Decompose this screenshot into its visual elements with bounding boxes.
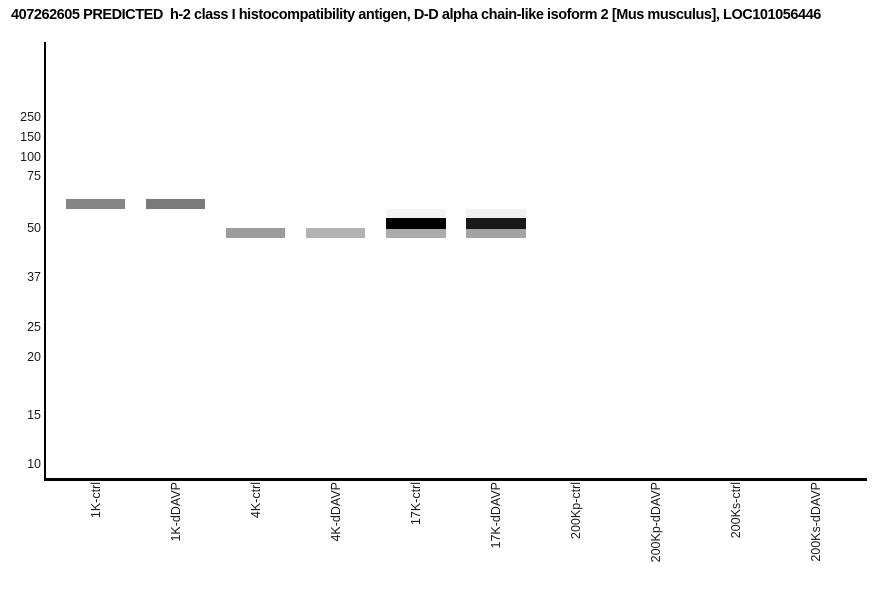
gel-band [466, 209, 526, 218]
lane-label: 200Ks-dDAVP [809, 482, 823, 562]
lane-label: 200Kp-dDAVP [649, 482, 663, 563]
gel-band [466, 218, 526, 229]
lane-label: 17K-dDAVP [489, 482, 503, 549]
gel-band [466, 229, 526, 238]
y-axis-tick-label: 37 [27, 270, 41, 284]
figure-title: 407262605 PREDICTED h-2 class I histocom… [11, 7, 821, 23]
gel-band [386, 209, 446, 218]
gel-band [226, 228, 285, 238]
gel-band [386, 218, 446, 229]
lane-label: 1K-ctrl [89, 482, 103, 519]
y-axis-tick-label: 25 [27, 320, 41, 334]
y-axis-tick-label: 20 [27, 350, 41, 364]
lane-label: 17K-ctrl [409, 482, 423, 526]
lane-label: 200Ks-ctrl [729, 482, 743, 539]
gel-band [386, 229, 446, 238]
y-axis-tick-label: 100 [20, 150, 41, 164]
gel-band [66, 199, 125, 209]
gel-band [306, 228, 365, 238]
gel-band [146, 199, 205, 209]
lane-label: 4K-dDAVP [329, 482, 343, 542]
lane-label: 1K-dDAVP [169, 482, 183, 542]
lane-label: 4K-ctrl [249, 482, 263, 519]
y-axis-tick-label: 15 [27, 408, 41, 422]
lane-label: 200Kp-ctrl [569, 482, 583, 539]
y-axis-tick-label: 250 [20, 110, 41, 124]
y-axis-tick-label: 150 [20, 130, 41, 144]
y-axis-tick-label: 10 [27, 457, 41, 471]
y-axis-tick-label: 75 [27, 169, 41, 183]
plot-area [44, 42, 867, 481]
y-axis-tick-label: 50 [27, 221, 41, 235]
